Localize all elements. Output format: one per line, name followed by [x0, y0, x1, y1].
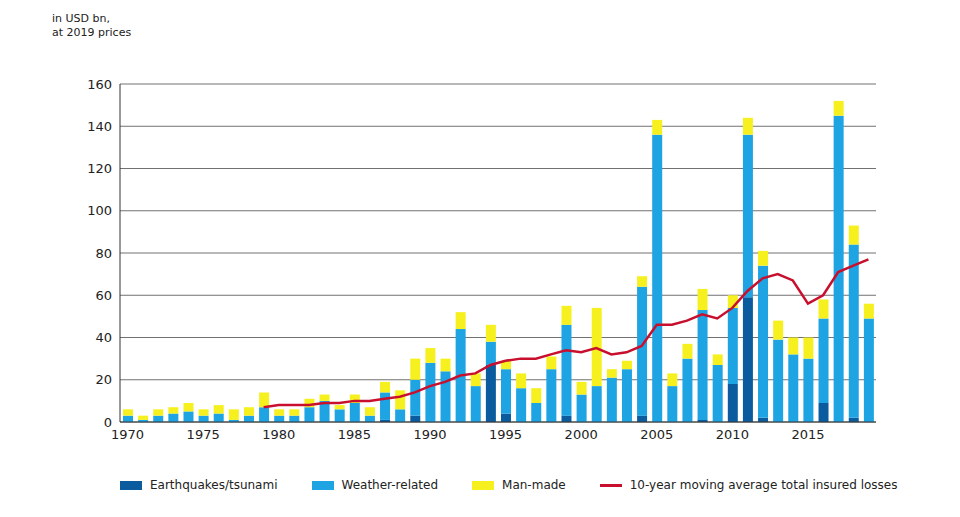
svg-text:1995: 1995 [489, 427, 522, 442]
html-text:in USD bn, at 2019 prices: in USD bn, at 2019 prices [52, 12, 132, 39]
svg-text:140: 140 [87, 119, 112, 134]
svg-text:2010: 2010 [716, 427, 749, 442]
svg-text:60: 60 [95, 288, 112, 303]
svg-text:120: 120 [87, 161, 112, 176]
svg-text:1980: 1980 [262, 427, 295, 442]
svg-text:2005: 2005 [640, 427, 673, 442]
html-text:Weather-related: Weather-related [341, 478, 438, 492]
svg-text:20: 20 [95, 372, 112, 387]
html-text:Earthquakes/tsunami: Earthquakes/tsunami [150, 478, 278, 492]
html-text:Man-made: Man-made [502, 478, 566, 492]
svg-text:40: 40 [95, 330, 112, 345]
svg-text:2000: 2000 [565, 427, 598, 442]
svg-text:1990: 1990 [413, 427, 446, 442]
svg-text:1975: 1975 [187, 427, 220, 442]
svg-text:1985: 1985 [338, 427, 371, 442]
svg-text:100: 100 [87, 203, 112, 218]
svg-text:0: 0 [104, 415, 112, 430]
svg-text:1970: 1970 [111, 427, 144, 442]
html-text:10-year moving average total i: 10-year moving average total insured los… [629, 478, 898, 492]
svg-text:160: 160 [87, 77, 112, 92]
svg-text:2015: 2015 [791, 427, 824, 442]
svg-text:80: 80 [95, 246, 112, 261]
